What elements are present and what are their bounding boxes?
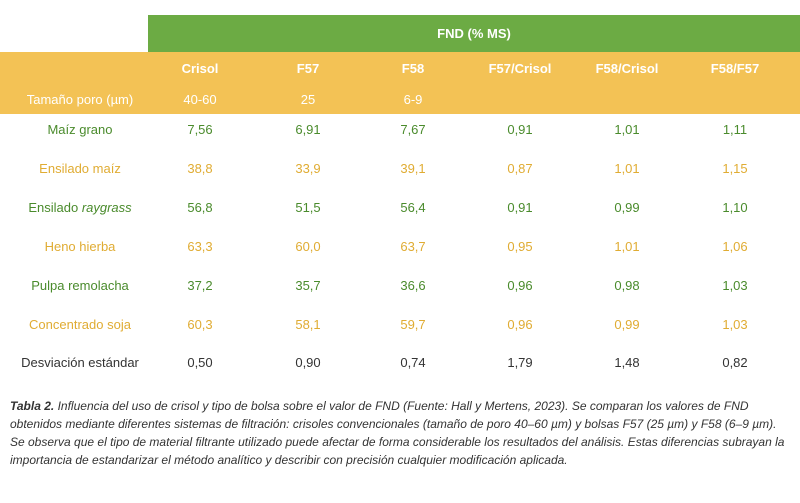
cell-f58: 59,7 (400, 317, 426, 332)
cell-crisol: 0,50 (187, 355, 213, 370)
row-label: Ensilado raygrass (28, 200, 132, 215)
cell-f58-f57: 1,03 (722, 278, 748, 293)
column-header-band: Crisol F57 F58 F57/Crisol F58/Crisol F58… (0, 52, 800, 114)
row-label: Ensilado maíz (39, 161, 121, 176)
table-row: Concentrado soja 60,3 58,1 59,7 0,96 0,9… (0, 309, 800, 348)
col-header-f58-f57: F58/F57 (710, 61, 760, 76)
cell-f58-f57: 1,10 (722, 200, 748, 215)
cell-f58: 56,4 (400, 200, 426, 215)
pore-size-crisol: 40-60 (183, 92, 217, 107)
caption-text: Influencia del uso de crisol y tipo de b… (10, 399, 785, 467)
cell-f57: 6,91 (295, 122, 321, 137)
cell-f57-crisol: 0,91 (507, 200, 533, 215)
row-label: Desviación estándar (21, 355, 139, 370)
col-header-crisol: Crisol (181, 61, 219, 76)
cell-f58-f57: 1,03 (722, 317, 748, 332)
cell-f58-crisol: 1,01 (614, 161, 640, 176)
cell-f58: 36,6 (400, 278, 426, 293)
cell-f57-crisol: 0,95 (507, 239, 533, 254)
col-header-f58: F58 (401, 61, 425, 76)
cell-f58-crisol: 1,48 (614, 355, 640, 370)
cell-f58: 7,67 (400, 122, 426, 137)
cell-f58-crisol: 1,01 (614, 122, 640, 137)
pore-size-f58: 6-9 (403, 92, 423, 107)
row-label: Heno hierba (44, 239, 116, 254)
table-row: Ensilado maíz 38,8 33,9 39,1 0,87 1,01 1… (0, 153, 800, 192)
table-caption: Tabla 2. Influencia del uso de crisol y … (10, 397, 790, 469)
cell-f58-f57: 0,82 (722, 355, 748, 370)
cell-crisol: 63,3 (187, 239, 213, 254)
cell-crisol: 60,3 (187, 317, 213, 332)
cell-f58: 63,7 (400, 239, 426, 254)
col-header-f58-crisol: F58/Crisol (595, 61, 659, 76)
group-header-band: FND (% MS) (148, 15, 800, 52)
cell-f57: 0,90 (295, 355, 321, 370)
cell-f58-f57: 1,11 (722, 122, 748, 137)
cell-crisol: 37,2 (187, 278, 213, 293)
table-row: Ensilado raygrass 56,8 51,5 56,4 0,91 0,… (0, 192, 800, 231)
cell-f58: 0,74 (400, 355, 426, 370)
col-header-f57: F57 (296, 61, 320, 76)
cell-f58-f57: 1,06 (722, 239, 748, 254)
row-label: Maíz grano (47, 122, 113, 137)
cell-f58-crisol: 1,01 (614, 239, 640, 254)
row-label: Pulpa remolacha (31, 278, 129, 293)
table-body: Maíz grano 7,56 6,91 7,67 0,91 1,01 1,11… (0, 114, 800, 387)
cell-f58: 39,1 (400, 161, 426, 176)
table-row: Heno hierba 63,3 60,0 63,7 0,95 1,01 1,0… (0, 231, 800, 270)
table-row: Pulpa remolacha 37,2 35,7 36,6 0,96 0,98… (0, 270, 800, 309)
cell-f57: 51,5 (295, 200, 321, 215)
cell-f57-crisol: 1,79 (507, 355, 533, 370)
pore-size-f57: 25 (300, 92, 316, 107)
cell-f57-crisol: 0,96 (507, 278, 533, 293)
group-header-title: FND (% MS) (437, 26, 511, 41)
caption-label: Tabla 2. (10, 399, 55, 413)
cell-f58-crisol: 0,99 (614, 317, 640, 332)
cell-f57: 35,7 (295, 278, 321, 293)
table-row: Maíz grano 7,56 6,91 7,67 0,91 1,01 1,11 (0, 114, 800, 153)
cell-f58-crisol: 0,99 (614, 200, 640, 215)
cell-f57-crisol: 0,96 (507, 317, 533, 332)
cell-f57: 33,9 (295, 161, 321, 176)
cell-crisol: 56,8 (187, 200, 213, 215)
pore-size-label: Tamaño poro (µm) (26, 92, 134, 107)
cell-f57: 58,1 (295, 317, 321, 332)
cell-crisol: 7,56 (187, 122, 213, 137)
cell-f58-f57: 1,15 (722, 161, 748, 176)
col-header-f57-crisol: F57/Crisol (488, 61, 552, 76)
cell-f58-crisol: 0,98 (614, 278, 640, 293)
row-label: Concentrado soja (29, 317, 131, 332)
cell-crisol: 38,8 (187, 161, 213, 176)
cell-f57-crisol: 0,91 (507, 122, 533, 137)
cell-f57: 60,0 (295, 239, 321, 254)
table-row-std-dev: Desviación estándar 0,50 0,90 0,74 1,79 … (0, 348, 800, 387)
cell-f57-crisol: 0,87 (507, 161, 533, 176)
